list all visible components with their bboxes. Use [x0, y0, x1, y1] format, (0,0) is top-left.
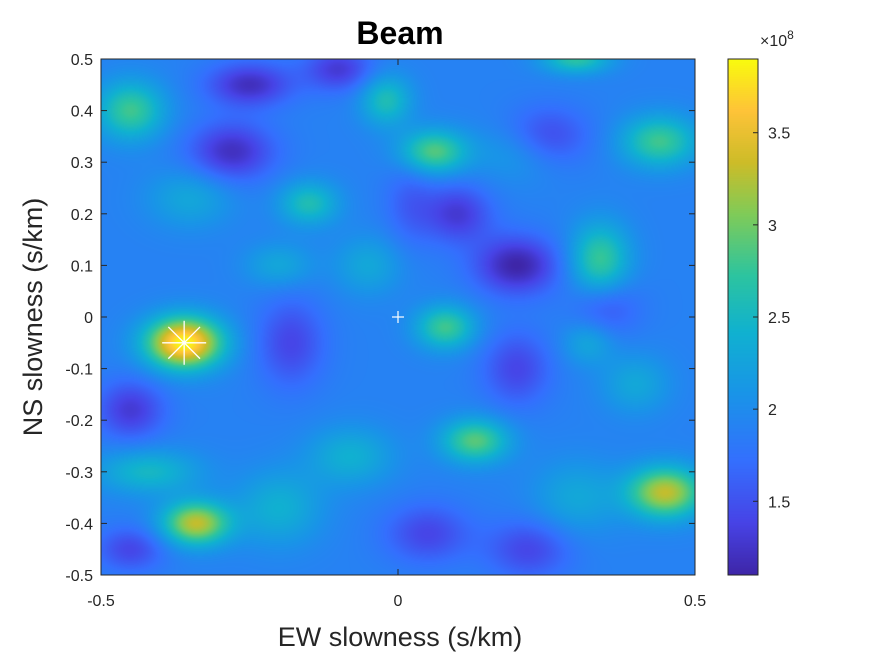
x-tick-label: -0.5	[87, 593, 115, 610]
chart-title: Beam	[356, 15, 443, 51]
colorbar-tick-label: 1.5	[768, 494, 790, 511]
colorbar-exponent-base: ×10	[760, 33, 787, 50]
colorbar-exponent: ×108	[760, 28, 794, 50]
x-tick-label: 0.5	[684, 593, 706, 610]
y-tick-label: 0.3	[71, 155, 93, 172]
y-tick-label: -0.1	[65, 362, 93, 379]
x-axis-label: EW slowness (s/km)	[278, 622, 523, 652]
y-tick-label: 0.2	[71, 207, 93, 224]
markers	[162, 311, 404, 365]
colorbar-tick-label: 2	[768, 402, 777, 419]
x-axis: -0.5 0 0.5	[87, 59, 706, 610]
y-tick-label: 0.1	[71, 258, 93, 275]
y-tick-label: 0.4	[71, 104, 93, 121]
origin-marker	[392, 311, 404, 323]
y-tick-label: -0.5	[65, 568, 93, 585]
y-tick-label: -0.4	[65, 516, 93, 533]
y-axis: 0.5 0.4 0.3 0.2 0.1 0 -0.1 -0.2 -0.3 -0.4 -0.5	[65, 52, 695, 585]
y-tick-label: -0.2	[65, 413, 93, 430]
plot-area: -0.5 0 0.5 0.50.40.30.20.10-0.1-0.2-0.3-0.…	[65, 52, 706, 610]
colorbar-exponent-power: 8	[787, 28, 794, 42]
y-tick-label: -0.3	[65, 465, 93, 482]
y-tick-label: 0	[84, 310, 93, 327]
colorbar: 1.5 2 2.5 3 3.5 ×108	[727, 28, 794, 576]
x-tick-label: 0	[394, 593, 403, 610]
y-axis-label: NS slowness (s/km)	[18, 198, 48, 437]
colorbar-tick-label: 3.5	[768, 126, 790, 143]
y-tick-label: 0.5	[71, 52, 93, 69]
beam-maximum-marker	[162, 320, 207, 365]
colorbar-ticks: 1.5 2 2.5 3 3.5	[753, 126, 790, 511]
colorbar-tick-label: 2.5	[768, 310, 790, 327]
colorbar-tick-label: 3	[768, 218, 777, 235]
